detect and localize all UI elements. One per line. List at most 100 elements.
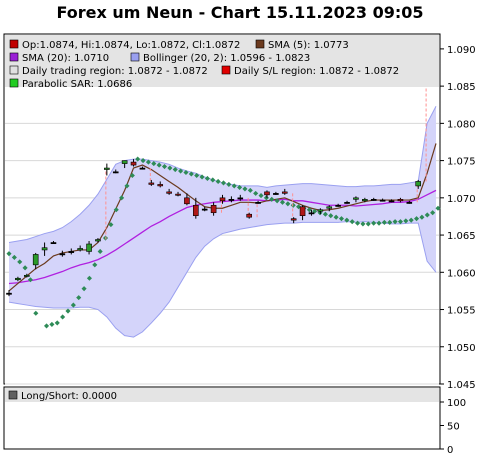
sar-dot [167, 165, 173, 171]
y-tick-label: 1.070 [447, 194, 476, 205]
candle-body [344, 201, 350, 204]
candles [6, 60, 439, 297]
candle-body [299, 206, 306, 217]
sar-dot [17, 259, 23, 265]
candle-body [326, 206, 333, 209]
legend-label-daily-trading: Daily trading region: 1.0872 - 1.0872 [22, 66, 208, 77]
candle-body [23, 274, 30, 277]
sar-dot [108, 222, 114, 228]
sar-dot [135, 156, 141, 162]
y-tick-label: 1.055 [447, 306, 476, 317]
sar-dot [188, 171, 194, 177]
y-tick-label: 1.080 [447, 119, 476, 130]
sar-dot [140, 158, 146, 164]
candle-body [397, 199, 404, 202]
candle-body [353, 197, 359, 200]
candle-body [415, 181, 422, 187]
legend-swatch-sma5 [255, 39, 265, 49]
candle-body [32, 254, 39, 266]
chart-title: Forex um Neun - Chart 15.11.2023 09:05 [56, 3, 424, 22]
sar-dot [199, 174, 205, 180]
bollinger-lower-line [8, 221, 437, 338]
sar-dot [60, 314, 66, 320]
y2-tick-label: 50 [447, 422, 460, 433]
legend-label-sma20: SMA (20): 1.0710 [22, 53, 109, 64]
sar-dot [220, 180, 227, 186]
candle-body [317, 209, 324, 212]
legend-swatch-bollinger [130, 52, 140, 62]
sar-dot [371, 220, 377, 226]
sar-dot [226, 181, 232, 187]
sar-dot [49, 321, 55, 327]
candle-body [406, 201, 413, 204]
y-tick-label: 1.075 [447, 157, 476, 168]
sar-dot [11, 254, 17, 260]
candle-body [201, 208, 208, 211]
sar-dot [274, 198, 280, 204]
candle-body [388, 200, 395, 203]
candle-body [290, 218, 297, 221]
sar-dot [113, 207, 119, 213]
y2-tick-label: 0 [447, 445, 453, 456]
legend-label-ohlc: Op:1.0874, Hi:1.0874, Lo:1.0872, Cl:1.08… [22, 40, 240, 51]
y-tick-label: 1.065 [447, 231, 476, 242]
y-tick-label: 1.060 [447, 268, 476, 279]
sar-dot [344, 217, 350, 223]
candle-body [130, 161, 137, 166]
sar-dot [237, 184, 243, 190]
legend-label-bollinger: Bollinger (20, 2): 1.0596 - 1.0823 [143, 53, 310, 64]
lower-legend-background [5, 388, 439, 402]
candle-body [59, 253, 66, 256]
sar-dot [414, 216, 420, 222]
sar-dot [81, 286, 87, 292]
sar-dot [194, 172, 200, 179]
y-tick-label: 1.090 [447, 45, 476, 56]
candle-body [139, 167, 146, 170]
sar-dot [242, 186, 248, 192]
candle-body [121, 160, 128, 164]
candle-body [370, 199, 377, 201]
candle-body [255, 201, 261, 204]
sar-dot [92, 262, 98, 268]
y-tick-label: 1.085 [447, 82, 476, 93]
sar-dot [183, 169, 189, 176]
sar-dot [387, 219, 393, 225]
legend-swatch-sar [9, 78, 19, 88]
sar-dot [355, 220, 361, 226]
sar-dot [290, 202, 296, 208]
candle-body [219, 197, 226, 202]
candle-body [50, 242, 57, 245]
candle-body [193, 204, 199, 217]
sar-dot [27, 277, 33, 283]
sar-dot [151, 161, 157, 167]
candle-body [157, 184, 164, 187]
candle-body [148, 182, 155, 185]
y2-tick-label: 100 [447, 398, 466, 409]
candle-body [264, 191, 270, 196]
sar-dot [397, 219, 404, 225]
sar-dot [403, 218, 409, 224]
y-tick-label: 1.050 [447, 343, 476, 354]
sar-dot [424, 212, 430, 218]
legend-swatch-sma20 [9, 52, 19, 62]
sar-dot [178, 168, 184, 174]
sar-dot [76, 295, 82, 301]
sar-dot [124, 183, 130, 189]
legend: Op:1.0874, Hi:1.0874, Lo:1.0872, Cl:1.08… [9, 39, 399, 90]
sar-dot [172, 166, 178, 173]
candle-body [273, 193, 279, 195]
sar-dot [360, 221, 366, 227]
sar-dot [161, 164, 168, 170]
candle-body [362, 199, 368, 202]
candle-body [77, 248, 83, 251]
sar-dot [129, 172, 135, 179]
sar-dot [156, 162, 162, 168]
candle-body [15, 277, 21, 281]
legend-label-sar: Parabolic SAR: 1.0686 [22, 79, 132, 90]
candle-body [308, 212, 315, 215]
sar-dot [231, 183, 237, 189]
candle-body [210, 204, 217, 214]
legend-swatch-ohlc [9, 39, 19, 49]
sar-dot [408, 217, 414, 223]
candle-body [166, 191, 172, 194]
